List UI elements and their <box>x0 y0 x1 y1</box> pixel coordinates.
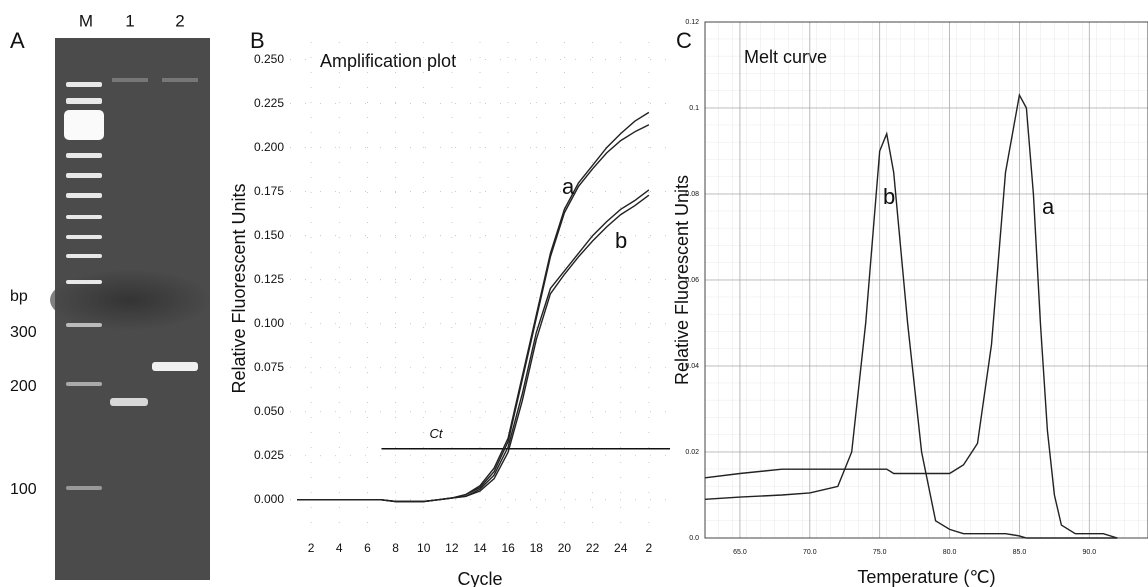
chart-title: Melt curve <box>744 47 827 67</box>
x-tick-label: 2 <box>308 541 315 555</box>
y-tick-label: 0.02 <box>685 449 699 456</box>
line-series <box>704 131 1118 539</box>
x-tick-label: 85.0 <box>1013 549 1027 556</box>
x-tick-label: 8 <box>392 541 399 555</box>
y-tick-label: 0.250 <box>254 52 284 66</box>
threshold-label: Ct <box>429 426 443 441</box>
x-tick-label: 20 <box>558 541 572 555</box>
charts: B Amplification plot Relative Fluorescent … <box>229 19 1148 587</box>
x-tick-label: 4 <box>336 541 343 555</box>
y-tick-label: 0.050 <box>254 404 284 418</box>
size-label: 200 <box>10 378 37 395</box>
series-label: a <box>1042 194 1055 219</box>
y-tick-label: 0.200 <box>254 140 284 154</box>
x-tick-label: 6 <box>364 541 371 555</box>
plot-frame <box>704 21 1148 539</box>
y-tick-label: 0.0 <box>689 535 699 542</box>
y-tick-label: 0.08 <box>685 191 699 198</box>
lane-label: 2 <box>175 11 184 30</box>
panel-letter: A <box>10 28 25 53</box>
x-tick-label: 24 <box>614 541 628 555</box>
y-tick-label: 0.12 <box>685 19 699 26</box>
x-tick-label: 75.0 <box>873 549 887 556</box>
y-tick-label: 0.225 <box>254 96 284 110</box>
x-axis-label: Cycle <box>457 569 502 587</box>
x-tick-label: 18 <box>530 541 544 555</box>
panel-letter: B <box>250 28 265 53</box>
gel-panel: A M 1 2 bp 300 200 100 <box>10 11 210 580</box>
y-tick-label: 0.04 <box>685 363 699 370</box>
y-tick-label: 0.175 <box>254 184 284 198</box>
ladder <box>64 82 104 490</box>
x-tick-label: 90.0 <box>1082 549 1096 556</box>
series-label: b <box>615 228 627 253</box>
x-tick-label: 14 <box>473 541 487 555</box>
panel-letter: C <box>676 28 692 53</box>
x-tick-label: 10 <box>417 541 431 555</box>
y-tick-label: 0.06 <box>685 277 699 284</box>
lane-label: M <box>79 11 93 30</box>
y-tick-label: 0.000 <box>254 492 284 506</box>
gel-smear <box>50 270 210 330</box>
well <box>112 78 148 82</box>
series-label: a <box>562 174 575 199</box>
line-series <box>297 124 650 503</box>
x-tick-label: 16 <box>501 541 515 555</box>
y-tick-label: 0.025 <box>254 448 284 462</box>
x-tick-label: 2 <box>646 541 653 555</box>
y-tick-label: 0.075 <box>254 360 284 374</box>
x-axis-label: Temperature (℃) <box>857 567 995 587</box>
x-tick-label: 12 <box>445 541 459 555</box>
well <box>162 78 198 82</box>
y-tick-label: 0.125 <box>254 272 284 286</box>
line-series <box>297 194 650 503</box>
y-tick-label: 0.1 <box>689 105 699 112</box>
series-label: b <box>883 184 895 209</box>
y-tick-label: 0.100 <box>254 316 284 330</box>
line-series <box>297 111 650 503</box>
band <box>152 362 198 371</box>
chart-title: Amplification plot <box>320 51 456 71</box>
size-label: 100 <box>10 481 37 498</box>
x-tick-label: 80.0 <box>943 549 957 556</box>
x-tick-label: 70.0 <box>803 549 817 556</box>
x-tick-label: 22 <box>586 541 600 555</box>
size-label: 300 <box>10 324 37 341</box>
band <box>110 398 148 406</box>
size-unit: bp <box>10 288 28 305</box>
y-axis-label: Relative Fluorescent Units <box>229 183 249 393</box>
x-tick-label: 65.0 <box>733 549 747 556</box>
y-axis-label: Relative Fluorescent Units <box>672 175 692 385</box>
lane-label: 1 <box>125 11 134 30</box>
y-tick-label: 0.150 <box>254 228 284 242</box>
